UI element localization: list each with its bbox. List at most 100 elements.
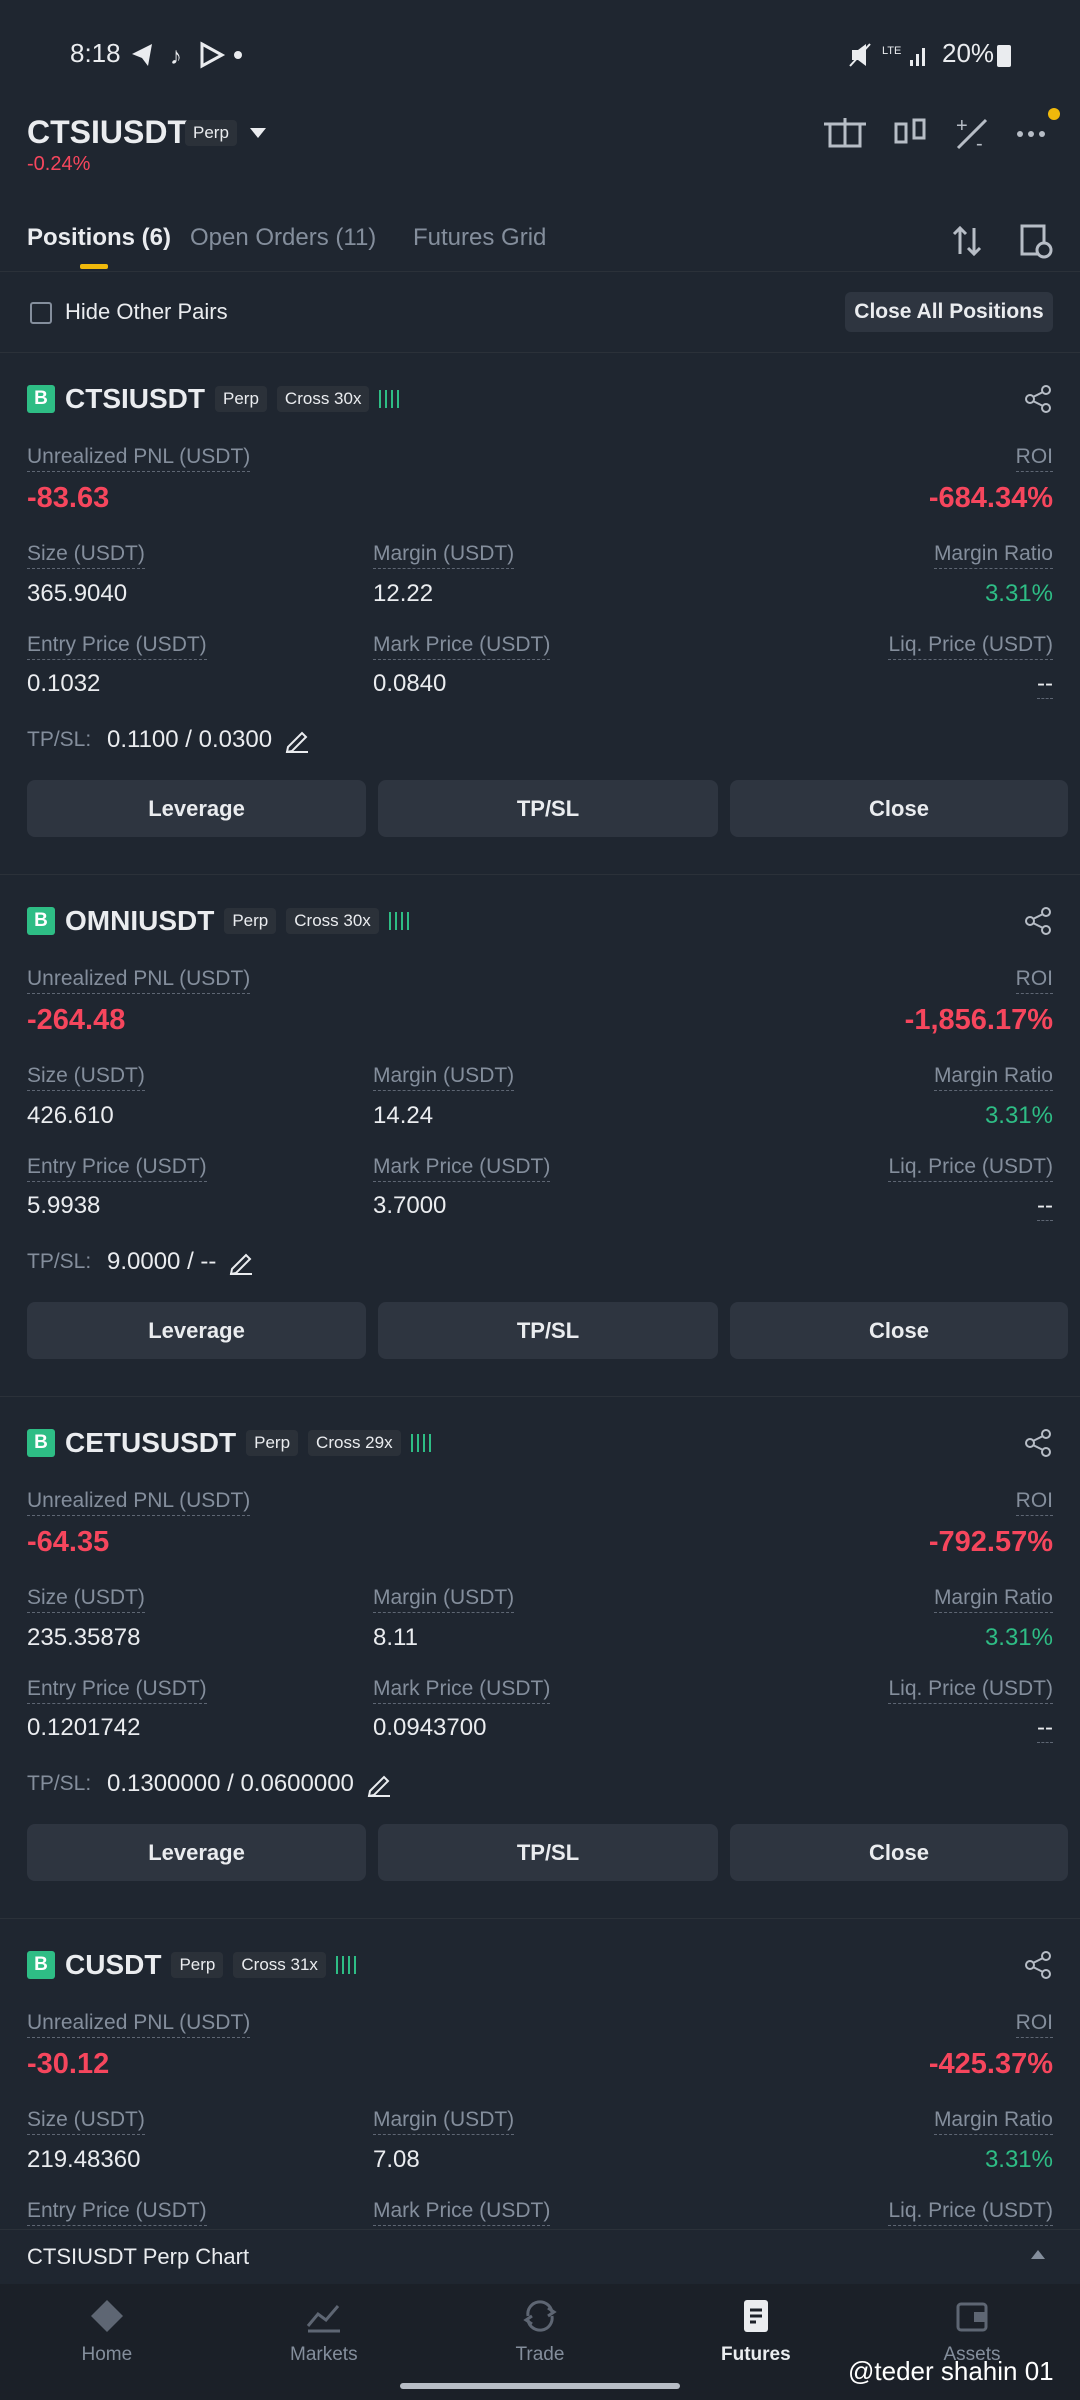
position-symbol: CETUSUSDT — [65, 1427, 237, 1458]
roi-value: -792.57% — [928, 1526, 1053, 1558]
action-button[interactable]: Leverage — [27, 780, 366, 837]
action-button[interactable]: Close — [730, 1302, 1068, 1359]
hide-pairs-label[interactable]: Hide Other Pairs — [65, 299, 228, 324]
roi-value: -684.34% — [928, 482, 1053, 514]
tpsl-label: TP/SL: — [27, 1772, 92, 1795]
edit-icon[interactable] — [284, 727, 310, 753]
header-change: -0.24% — [27, 153, 91, 175]
mark-price-label: Mark Price (USDT) — [373, 1155, 551, 1182]
size-value: 235.35878 — [27, 1624, 141, 1651]
strength-bars — [410, 1434, 433, 1452]
margin-label: Margin (USDT) — [373, 542, 515, 569]
tpsl-label: TP/SL: — [27, 1250, 92, 1273]
side-badge: B — [27, 907, 55, 935]
roi-label: ROI — [1015, 967, 1053, 994]
action-button[interactable]: Close — [730, 780, 1068, 837]
nav-label[interactable]: Trade — [515, 2344, 565, 2365]
entry-price-value: 0.1032 — [27, 670, 101, 697]
card-divider — [0, 1396, 1080, 1397]
card-divider — [0, 1918, 1080, 1919]
tab-actions[interactable] — [950, 220, 1060, 260]
symbol-dropdown[interactable] — [248, 126, 268, 140]
margin-ratio-label: Margin Ratio — [933, 1064, 1053, 1091]
entry-price-label: Entry Price (USDT) — [27, 1155, 207, 1182]
tpsl-label: TP/SL: — [27, 728, 92, 751]
position-header: B OMNIUSDT Perp Cross 30x — [27, 902, 411, 940]
home-indicator — [400, 2383, 680, 2389]
nav-label[interactable]: Futures — [721, 2344, 791, 2365]
pnl-value: -264.48 — [27, 1004, 126, 1036]
edit-icon[interactable] — [366, 1771, 392, 1797]
nav-icon[interactable] — [304, 2296, 344, 2336]
status-icons: ♪ — [132, 41, 242, 70]
header-actions[interactable]: +- — [820, 108, 1070, 158]
nav-icon[interactable] — [952, 2296, 992, 2336]
strength-bars — [379, 390, 402, 408]
margin-value: 12.22 — [373, 580, 434, 607]
action-button[interactable]: TP/SL — [378, 1302, 718, 1359]
nav-icon[interactable] — [520, 2296, 560, 2336]
action-button[interactable]: Leverage — [27, 1302, 366, 1359]
nav-icon[interactable] — [87, 2296, 127, 2336]
liq-price-value: -- — [1037, 1714, 1053, 1743]
margin-ratio-label: Margin Ratio — [933, 2108, 1053, 2135]
share-icon[interactable] — [1024, 385, 1052, 413]
pnl-label: Unrealized PNL (USDT) — [27, 967, 251, 994]
size-label: Size (USDT) — [27, 1064, 145, 1091]
margin-mode: Cross 30x — [286, 908, 379, 934]
pnl-value: -83.63 — [27, 482, 110, 514]
margin-value: 8.11 — [373, 1624, 418, 1651]
entry-price-value: 0.1201742 — [27, 1714, 141, 1741]
action-button[interactable]: Leverage — [27, 1824, 366, 1881]
header-badge: Perp — [185, 120, 237, 146]
margin-ratio-value: 3.31% — [984, 1624, 1053, 1651]
margin-value: 7.08 — [373, 2146, 420, 2173]
side-badge: B — [27, 385, 55, 413]
chart-bar[interactable] — [0, 2229, 1080, 2284]
chart-bar-caret[interactable] — [1030, 2248, 1046, 2260]
nav-icon[interactable] — [736, 2296, 776, 2336]
nav-label[interactable]: Markets — [290, 2344, 358, 2365]
nav-label[interactable]: Assets — [943, 2344, 1001, 2365]
tab[interactable]: Futures Grid — [413, 224, 547, 251]
nav-label[interactable]: Home — [81, 2344, 133, 2365]
margin-label: Margin (USDT) — [373, 1586, 515, 1613]
share-icon[interactable] — [1024, 1429, 1052, 1457]
tab[interactable]: Positions (6) — [27, 224, 172, 251]
chart-bar-label[interactable]: CTSIUSDT Perp Chart — [27, 2244, 250, 2269]
status-time: 8:18 — [70, 38, 121, 68]
action-button[interactable]: Close — [730, 1824, 1068, 1881]
size-label: Size (USDT) — [27, 1586, 145, 1613]
svg-text:+: + — [956, 115, 968, 137]
perp-badge: Perp — [224, 908, 277, 934]
action-button[interactable]: TP/SL — [378, 1824, 718, 1881]
perp-badge: Perp — [171, 1952, 224, 1978]
battery-level: 20% — [942, 38, 995, 68]
header-symbol[interactable]: CTSIUSDT — [27, 114, 187, 150]
action-button[interactable]: TP/SL — [378, 780, 718, 837]
edit-icon[interactable] — [228, 1249, 254, 1275]
status-indicators: LTE — [849, 43, 925, 67]
side-badge: B — [27, 1429, 55, 1457]
liq-price-label: Liq. Price (USDT) — [888, 1677, 1053, 1704]
share-icon[interactable] — [1024, 1951, 1052, 1979]
roi-label: ROI — [1015, 445, 1053, 472]
strength-bars — [388, 912, 411, 930]
mark-price-label: Mark Price (USDT) — [373, 2199, 551, 2226]
entry-price-label: Entry Price (USDT) — [27, 1677, 207, 1704]
margin-mode: Cross 29x — [308, 1430, 401, 1456]
mark-price-value: 0.0943700 — [373, 1714, 487, 1741]
margin-label: Margin (USDT) — [373, 2108, 515, 2135]
close-all-button[interactable]: Close All Positions — [845, 292, 1053, 332]
checkbox[interactable] — [30, 302, 52, 324]
roi-value: -425.37% — [928, 2048, 1053, 2080]
tab[interactable]: Open Orders (11) — [190, 224, 377, 251]
strength-bars — [335, 1956, 358, 1974]
size-value: 426.610 — [27, 1102, 114, 1129]
svg-text:♪: ♪ — [170, 43, 182, 70]
margin-label: Margin (USDT) — [373, 1064, 515, 1091]
share-icon[interactable] — [1024, 907, 1052, 935]
liq-price-value: -- — [1037, 670, 1053, 699]
liq-price-label: Liq. Price (USDT) — [888, 2199, 1053, 2226]
